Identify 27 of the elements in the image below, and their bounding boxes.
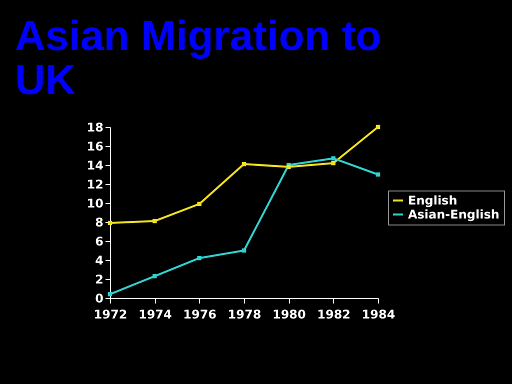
- x-tick-label: 1982: [317, 308, 351, 322]
- y-tick-label: 14: [86, 158, 104, 172]
- x-tick-label: 1974: [138, 308, 172, 322]
- x-tick-label: 1978: [228, 308, 262, 322]
- point: [331, 156, 336, 160]
- x-tick-label: 1980: [272, 308, 306, 322]
- y-tick-label: 4: [95, 254, 104, 268]
- x-tick-label: 1972: [94, 308, 128, 322]
- y-tick-label: 2: [95, 272, 104, 286]
- y-tick-label: 10: [86, 196, 104, 210]
- y-tick-label: 18: [86, 120, 104, 134]
- y-tick-label: 16: [86, 140, 104, 154]
- x-tick-label: 1976: [183, 308, 217, 322]
- point: [197, 256, 202, 260]
- chart-title: Asian Migration to UK: [15, 12, 382, 103]
- y-tick-label: 0: [95, 292, 104, 306]
- point: [197, 202, 202, 206]
- y-tick-label: 12: [86, 178, 104, 192]
- y-tick-label: 8: [95, 216, 104, 230]
- point: [108, 292, 112, 296]
- point: [331, 160, 336, 166]
- point: [152, 218, 157, 224]
- x-tick-label: 1984: [362, 308, 396, 322]
- legend-label: Asian-English: [408, 208, 500, 222]
- legend-label: English: [408, 194, 458, 208]
- point: [152, 274, 157, 278]
- y-tick-label: 6: [95, 234, 104, 248]
